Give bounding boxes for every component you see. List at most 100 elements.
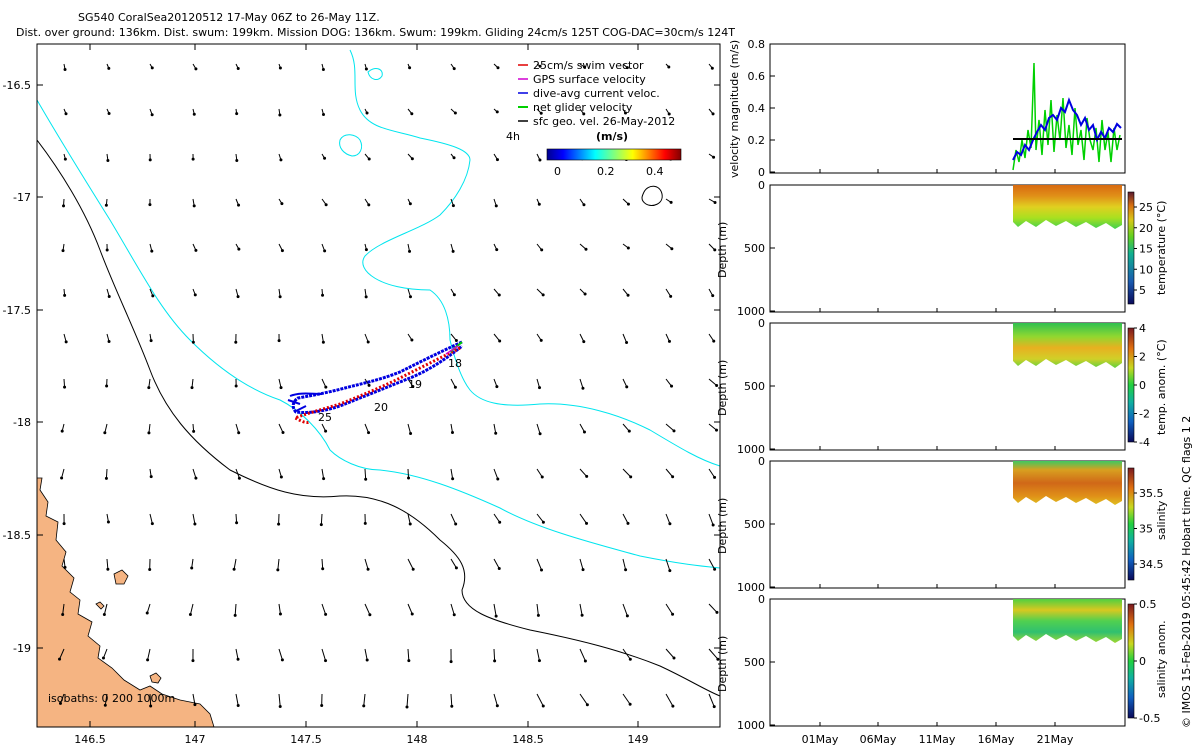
- vector-head: [453, 385, 457, 389]
- vector-shaft: [665, 378, 672, 387]
- vector-head: [192, 429, 196, 433]
- vector-shaft: [622, 468, 632, 478]
- map-x-tick-label: 148.5: [512, 733, 544, 746]
- vector-head: [628, 657, 632, 661]
- day-label: 18: [448, 357, 462, 370]
- vector-shaft: [321, 648, 327, 661]
- vector-head: [408, 66, 412, 70]
- isobath-200m-reef: [339, 134, 363, 157]
- vector-head: [541, 293, 545, 297]
- vector-head: [193, 522, 197, 526]
- colorbar-tick-label: 5: [1139, 284, 1146, 297]
- vector-head: [537, 202, 541, 206]
- series-dive-avg-current: [1012, 97, 1122, 161]
- vector-head: [106, 158, 110, 162]
- vector-shaft: [708, 693, 715, 707]
- vector-head: [625, 614, 629, 618]
- vector-head: [61, 612, 65, 616]
- vector-head: [671, 704, 675, 708]
- vector-head: [494, 431, 498, 435]
- isobath-200m-west: [37, 99, 720, 569]
- vector-head: [451, 477, 455, 481]
- vector-shaft: [579, 378, 584, 389]
- isobath-200m-reef-2: [367, 68, 383, 80]
- vector-head: [103, 703, 107, 707]
- vector-head: [367, 431, 371, 435]
- vector-shaft: [278, 648, 283, 661]
- track-gps-surface: [445, 345, 459, 355]
- vector-head: [235, 112, 239, 116]
- vector-head: [454, 566, 458, 570]
- vector-head: [190, 566, 194, 570]
- vector-head: [671, 612, 675, 616]
- vector-head: [452, 156, 456, 160]
- vector-shaft: [536, 693, 544, 707]
- vector-head: [319, 523, 323, 527]
- salinity-section: [1013, 461, 1122, 505]
- vector-head: [64, 112, 68, 116]
- vector-head: [148, 203, 152, 207]
- colorbar-tick-label: 4: [1139, 322, 1146, 335]
- vector-head: [63, 565, 67, 569]
- depth-y-tick-label: 1000: [737, 581, 765, 594]
- time-tick-label: 11May: [919, 733, 956, 746]
- vector-head: [580, 613, 584, 617]
- colorbar-tick-label: -4: [1139, 436, 1150, 449]
- time-tick-label: 16May: [978, 733, 1015, 746]
- vector-head: [496, 477, 500, 481]
- vector-shaft: [106, 558, 109, 570]
- series-net-glider-velocity: [1012, 62, 1121, 171]
- vector-shaft: [104, 693, 108, 706]
- vector-head: [711, 112, 715, 116]
- vector-head: [149, 704, 153, 708]
- vector-head: [668, 569, 672, 573]
- legend-label-swim: 25cm/s swim vector: [533, 59, 644, 72]
- vector-shaft: [579, 648, 586, 662]
- vector-shaft: [149, 693, 152, 706]
- vector-shaft: [708, 378, 717, 386]
- vector-head: [624, 568, 628, 572]
- vector-shaft: [321, 378, 327, 388]
- vector-head: [323, 249, 327, 253]
- map-x-tick-label: 149: [628, 733, 649, 746]
- vector-head: [582, 112, 586, 116]
- vector-head: [540, 568, 544, 572]
- vector-head: [450, 430, 454, 434]
- speed-colorbar-tick: 0: [554, 165, 561, 178]
- velocity-panel: 0 0.2 0.4 0.6 0.8 velocity magnitude (m/s): [728, 38, 1126, 179]
- vector-head: [280, 658, 284, 662]
- map-legend: 25cm/s swim vector GPS surface velocity …: [506, 59, 682, 178]
- vector-head: [278, 704, 282, 708]
- vector-head: [410, 612, 414, 616]
- salinity-colorbar-label: salinity: [1155, 500, 1168, 540]
- vector-head: [194, 67, 198, 71]
- vector-head: [107, 340, 111, 344]
- colorbar-tick-label: 10: [1139, 263, 1153, 276]
- vector-head: [672, 429, 676, 433]
- vector-shaft: [708, 468, 715, 478]
- vector-head: [538, 386, 542, 390]
- vector-head: [104, 203, 108, 207]
- vector-head: [667, 112, 671, 116]
- vector-head: [279, 158, 283, 162]
- vector-head: [410, 112, 414, 116]
- colorbar-tick-label: 34.5: [1139, 558, 1164, 571]
- vector-head: [237, 431, 241, 435]
- vector-head: [667, 339, 671, 343]
- speed-colorbar-tick: 0.2: [597, 165, 615, 178]
- vector-shaft: [708, 423, 717, 431]
- vector-head: [149, 339, 153, 343]
- vector-head: [237, 203, 241, 207]
- temp-anomaly-panel: 0 500 1000 Depth (m) -4 -2 0 2 4 temp. anom. (…: [716, 317, 1168, 456]
- vector-shaft: [622, 603, 628, 617]
- vector-head: [364, 477, 368, 481]
- day-label: 25: [318, 411, 332, 424]
- vector-head: [407, 476, 411, 480]
- vector-head: [364, 295, 368, 299]
- vector-head: [102, 612, 106, 616]
- vector-head: [454, 339, 458, 343]
- map-panel: 18 19 20 25 25cm/s swim vector GPS surfa…: [3, 43, 721, 746]
- vector-shaft: [536, 513, 544, 523]
- map-x-tick-label: 146.5: [74, 733, 106, 746]
